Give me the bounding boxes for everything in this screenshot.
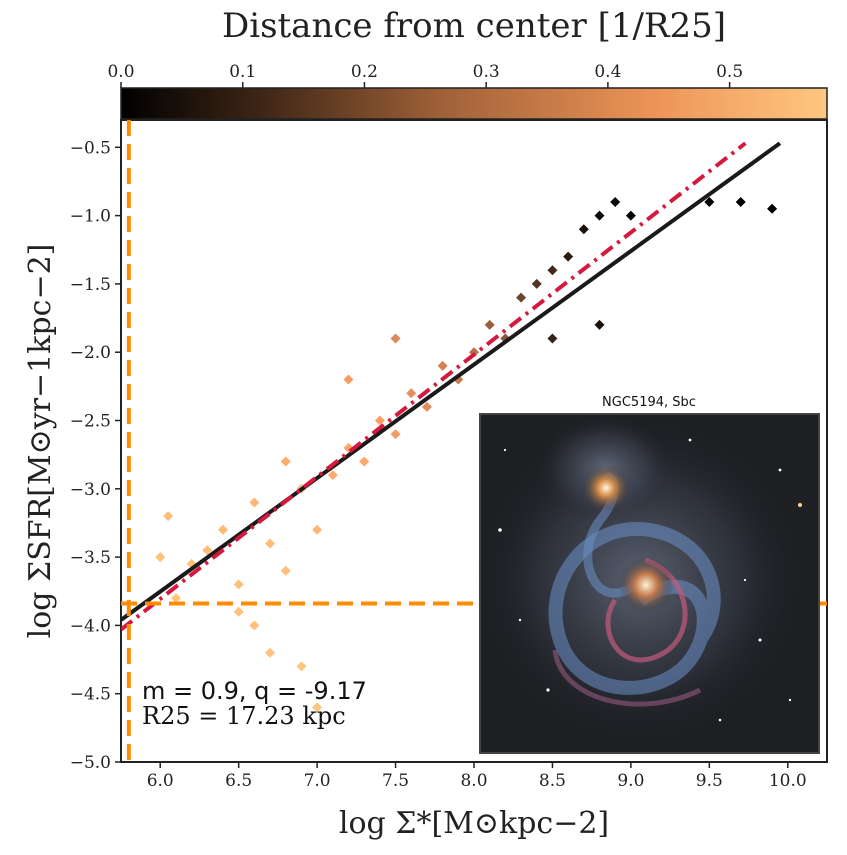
scatter-point — [217, 524, 228, 535]
inset-title: NGC5194, Sbc — [602, 395, 696, 410]
reference-line — [121, 141, 747, 632]
scatter-point — [312, 524, 323, 535]
scatter-point — [625, 210, 636, 221]
scatter-point — [594, 319, 605, 330]
scatter-point — [170, 593, 181, 604]
x-tick-label: 10.0 — [769, 771, 807, 791]
scatter-point — [265, 538, 276, 549]
scatter-point — [327, 470, 338, 481]
scatter-point — [421, 401, 432, 412]
colorbar-ticks: 0.0 0.1 0.2 0.3 0.4 0.5 — [107, 62, 743, 88]
y-tick-label: −4.0 — [70, 616, 111, 636]
scatter-point — [767, 203, 778, 214]
x-tick-label: 6.5 — [225, 771, 252, 791]
scatter-point — [202, 545, 213, 556]
scatter-point — [163, 511, 174, 522]
r25-value: R25 = 17.23 kpc — [142, 702, 346, 730]
colorbar-tick-label: 0.1 — [229, 62, 256, 82]
x-tick-label: 7.5 — [382, 771, 409, 791]
scatter-point — [280, 565, 291, 576]
scatter-point — [406, 388, 417, 399]
scatter-point — [390, 429, 401, 440]
scatter-point — [610, 196, 621, 207]
y-axis-ticks: −0.5 −1.0 −1.5 −2.0 −2.5 −3.0 −3.5 −4.0 −4.5 −5.0 — [70, 138, 121, 773]
scatter-point — [578, 224, 589, 235]
scatter-point — [296, 661, 307, 672]
x-tick-label: 8.5 — [539, 771, 566, 791]
galaxy-inset — [475, 413, 820, 754]
scatter-point — [265, 647, 276, 658]
colorbar — [120, 87, 828, 120]
data-points — [155, 196, 778, 713]
colorbar-tick-label: 0.4 — [594, 62, 621, 82]
scatter-point — [563, 251, 574, 262]
scatter-point — [516, 292, 527, 303]
fit-line — [121, 141, 782, 622]
scatter-point — [249, 497, 260, 508]
y-tick-label: −2.0 — [70, 343, 111, 363]
scatter-point — [531, 278, 542, 289]
scatter-point — [233, 579, 244, 590]
x-tick-label: 9.5 — [696, 771, 723, 791]
y-tick-label: −5.0 — [70, 753, 111, 773]
scatter-point — [343, 374, 354, 385]
colorbar-tick-label: 0.5 — [716, 62, 743, 82]
scatter-point — [437, 360, 448, 371]
scatter-point — [359, 456, 370, 467]
scatter-point — [704, 196, 715, 207]
colorbar-tick-label: 0.2 — [351, 62, 378, 82]
scatter-point — [390, 333, 401, 344]
fit-parameters: m = 0.9, q = -9.17 — [142, 677, 367, 705]
scatter-point — [374, 415, 385, 426]
scatter-point — [484, 319, 495, 330]
scatter-point — [594, 210, 605, 221]
y-tick-label: −3.5 — [70, 548, 111, 568]
scatter-point — [547, 265, 558, 276]
colorbar-tick-label: 0.0 — [107, 62, 134, 82]
x-tick-label: 9.0 — [617, 771, 644, 791]
y-tick-label: −1.0 — [70, 207, 111, 227]
x-axis-title: log Σ*[M⊙kpc−2] — [339, 806, 609, 841]
scatter-point — [312, 702, 323, 713]
scatter-point — [735, 196, 746, 207]
y-tick-label: −1.5 — [70, 275, 111, 295]
colorbar-title: Distance from center [1/R25] — [222, 6, 726, 46]
y-tick-label: −4.5 — [70, 685, 111, 705]
y-tick-label: −3.0 — [70, 480, 111, 500]
scatter-point — [280, 456, 291, 467]
y-tick-label: −2.5 — [70, 412, 111, 432]
x-axis-ticks: 6.0 6.5 7.0 7.5 8.0 8.5 9.0 9.5 10.0 — [147, 762, 807, 791]
x-tick-label: 7.0 — [304, 771, 331, 791]
y-tick-label: −0.5 — [70, 138, 111, 158]
colorbar-tick-label: 0.3 — [473, 62, 500, 82]
x-tick-label: 8.0 — [460, 771, 487, 791]
scatter-point — [233, 606, 244, 617]
scatter-point — [155, 552, 166, 563]
y-axis-title: log ΣSFR[M⊙yr−1kpc−2] — [23, 244, 58, 639]
x-tick-label: 6.0 — [147, 771, 174, 791]
scatter-point — [249, 620, 260, 631]
scatter-point — [547, 333, 558, 344]
